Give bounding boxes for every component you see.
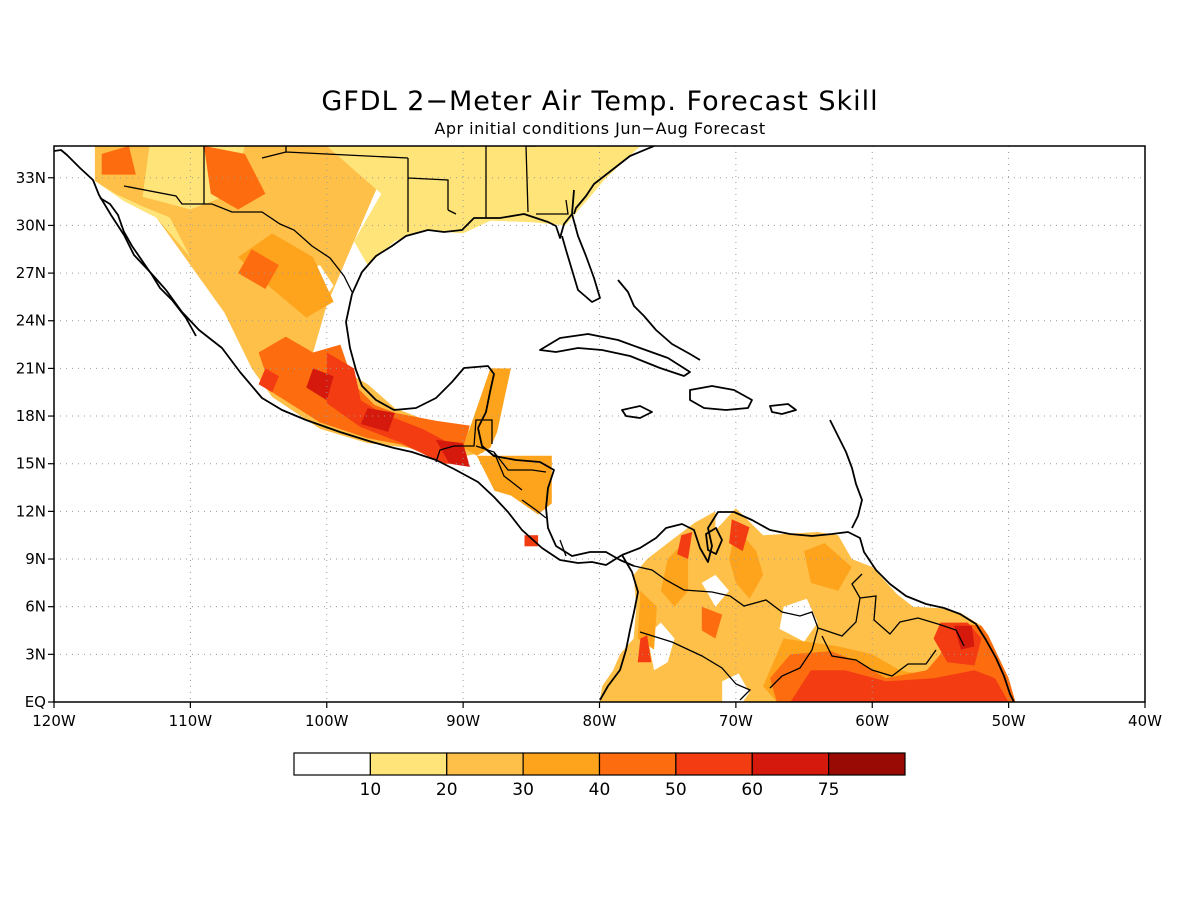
skill-region-4	[238, 233, 334, 318]
skill-region-5	[463, 368, 511, 456]
coastline-cuba	[539, 333, 691, 377]
x-tick-label: 50W	[992, 712, 1026, 730]
skill-region-7	[422, 153, 518, 223]
y-tick-label: 9N	[25, 550, 46, 568]
y-tick-label: EQ	[25, 693, 46, 711]
coastline-north-america	[54, 149, 623, 566]
x-tick-label: 120W	[32, 712, 76, 730]
x-tick-label: 90W	[446, 712, 480, 730]
colorbar-swatch	[828, 752, 906, 776]
colorbar-swatch	[598, 752, 677, 776]
colorbar-swatch	[675, 752, 753, 776]
colorbar-label: 60	[741, 780, 763, 800]
coastline-south-america	[621, 511, 1015, 702]
coastline-jamaica	[621, 405, 653, 419]
skill-region-21	[701, 574, 730, 607]
coastline-gulf-mexico	[345, 189, 575, 429]
border-south-america	[633, 565, 965, 701]
skill-region-23	[722, 673, 750, 702]
x-tick-label: 60W	[855, 712, 889, 730]
chart-title: GFDL 2−Meter Air Temp. Forecast Skill	[321, 86, 879, 117]
colorbar-swatch	[751, 752, 830, 776]
x-tick-label: 70W	[719, 712, 753, 730]
border-us-mexico	[123, 185, 353, 293]
border-us-states	[203, 146, 569, 232]
colorbar-swatch	[446, 752, 524, 776]
coastline-atlantic-us	[573, 146, 655, 215]
skill-region-12	[326, 352, 464, 464]
skill-region-36	[637, 635, 652, 663]
skill-region-22	[779, 598, 818, 642]
colorbar-swatch	[293, 752, 371, 776]
colorbar-swatch	[522, 752, 601, 776]
colorbar-swatch	[369, 752, 448, 776]
coastlines	[54, 146, 1015, 702]
coastline-bahamas	[617, 279, 701, 361]
colorbar-label: 50	[665, 780, 687, 800]
skill-region-29	[804, 543, 852, 591]
colorbar-label: 40	[589, 780, 611, 800]
colorbar-label: 75	[818, 780, 840, 800]
coastline-central-america-east	[477, 427, 635, 567]
x-tick-label: 80W	[583, 712, 617, 730]
coastline-lesser-antilles	[829, 419, 863, 529]
coastline-puerto-rico	[769, 403, 797, 415]
y-tick-label: 6N	[25, 598, 46, 616]
y-tick-label: 21N	[16, 359, 46, 377]
colorbar-label: 10	[360, 780, 382, 800]
coastline-florida	[561, 213, 601, 303]
skill-region-17	[258, 368, 279, 393]
skill-region-8	[258, 336, 470, 456]
skill-region-16	[360, 408, 395, 432]
coastline-hispaniola	[689, 385, 753, 411]
x-tick-label: 110W	[169, 712, 213, 730]
colorbar-legend: 10 20 30 40 50 60 75	[293, 752, 906, 800]
y-tick-label: 18N	[16, 407, 46, 425]
skill-region-32	[729, 519, 750, 552]
y-tick-label: 12N	[16, 502, 46, 520]
skill-region-10	[101, 146, 136, 175]
skill-region-33	[677, 532, 693, 559]
skill-region-35	[954, 625, 975, 650]
y-tick-label: 24N	[16, 312, 46, 330]
skill-region-30	[637, 590, 657, 650]
colorbar-label: 30	[512, 780, 534, 800]
colorbar-label: 20	[436, 780, 458, 800]
skill-region-13	[476, 455, 552, 515]
axis-ticks: 120W 110W 100W 90W 80W 70W 60W 50W 40W EQ 3N 6N 9N 12…	[16, 169, 1162, 730]
border-central-america	[435, 419, 567, 557]
coastline-south-america-west	[599, 554, 639, 701]
y-tick-label: 33N	[16, 169, 46, 187]
x-tick-label: 100W	[305, 712, 349, 730]
chart-subtitle: Apr initial conditions Jun−Aug Forecast	[434, 119, 766, 138]
x-tick-label: 40W	[1128, 712, 1162, 730]
skill-region-18	[524, 535, 539, 547]
y-tick-label: 15N	[16, 455, 46, 473]
y-tick-label: 3N	[25, 645, 46, 663]
skill-fill-layer	[94, 146, 1016, 702]
political-borders	[123, 146, 965, 701]
skill-region-26	[790, 670, 1009, 702]
y-tick-label: 30N	[16, 216, 46, 234]
skill-region-11	[238, 249, 279, 289]
y-tick-label: 27N	[16, 264, 46, 282]
skill-region-31	[701, 606, 723, 639]
coastline-baja-gulf	[99, 197, 197, 337]
coastline-lake-maracaibo	[705, 527, 723, 555]
